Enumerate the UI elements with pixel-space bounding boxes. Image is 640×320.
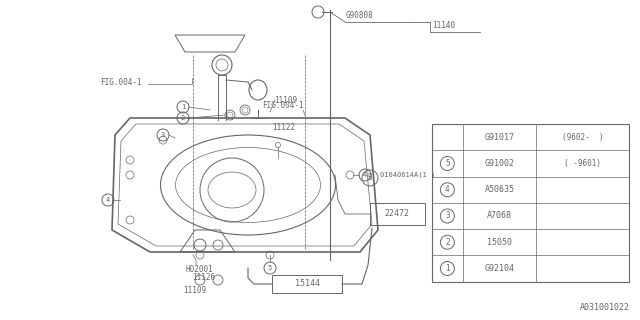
- Text: 11109: 11109: [183, 286, 206, 295]
- Bar: [432, 124, 629, 282]
- Text: 4: 4: [106, 197, 110, 203]
- Text: 4: 4: [363, 172, 367, 178]
- Text: 5: 5: [268, 265, 272, 271]
- Text: 11140: 11140: [432, 21, 455, 30]
- Text: G90808: G90808: [346, 11, 374, 20]
- Bar: [272, 275, 342, 293]
- Text: 2: 2: [445, 238, 450, 247]
- Text: 3: 3: [161, 132, 165, 138]
- Text: FIG.004-1: FIG.004-1: [100, 78, 141, 87]
- Text: 1: 1: [445, 264, 450, 273]
- Bar: [370, 203, 425, 225]
- Text: G92104: G92104: [484, 264, 515, 273]
- Text: 2: 2: [181, 115, 185, 121]
- Text: 01040614A(1 ): 01040614A(1 ): [380, 171, 435, 178]
- Text: 1: 1: [181, 104, 185, 110]
- Text: 11126: 11126: [192, 273, 215, 282]
- Text: 22472: 22472: [385, 209, 410, 218]
- Text: FIG.004-1: FIG.004-1: [262, 101, 303, 110]
- Text: G91017: G91017: [484, 133, 515, 142]
- Text: A50635: A50635: [484, 185, 515, 194]
- Text: B: B: [368, 173, 372, 182]
- Text: 11122: 11122: [272, 123, 295, 132]
- Text: 15050: 15050: [487, 238, 512, 247]
- Text: H02001: H02001: [185, 265, 212, 274]
- Text: (9602-  ): (9602- ): [562, 133, 604, 142]
- Text: A031001022: A031001022: [580, 303, 630, 312]
- Text: A7068: A7068: [487, 212, 512, 220]
- Text: ( -9601): ( -9601): [564, 159, 601, 168]
- Text: 11109: 11109: [274, 96, 297, 105]
- Text: 4: 4: [445, 185, 450, 194]
- Text: G91002: G91002: [484, 159, 515, 168]
- Text: 15144: 15144: [294, 279, 319, 289]
- Text: 5: 5: [445, 159, 450, 168]
- Text: 3: 3: [445, 212, 450, 220]
